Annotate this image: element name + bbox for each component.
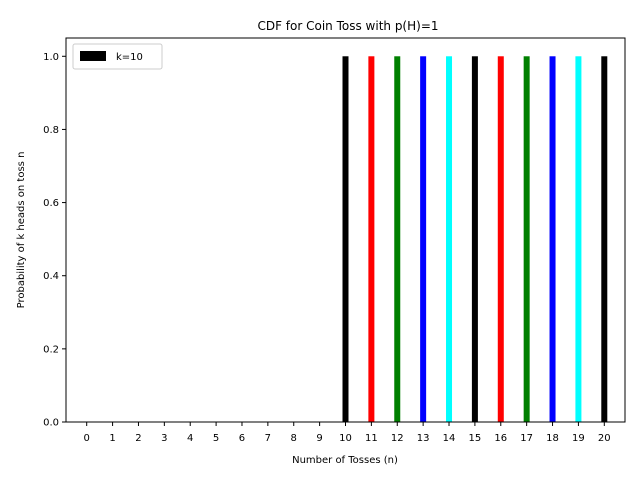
bar-15 — [471, 56, 478, 423]
bar-11 — [368, 56, 375, 423]
x-tick-label: 5 — [213, 433, 219, 444]
y-axis-label: Probability of k heads on toss n — [16, 152, 27, 309]
bar-12 — [394, 56, 401, 423]
x-tick-label: 3 — [161, 433, 167, 444]
bar-20 — [601, 56, 608, 423]
y-tick-label: 0.0 — [43, 418, 59, 429]
x-tick-label: 13 — [417, 433, 430, 444]
x-tick-label: 0 — [84, 433, 90, 444]
x-tick-label: 17 — [520, 433, 533, 444]
x-tick-label: 6 — [239, 433, 245, 444]
x-tick-label: 10 — [339, 433, 352, 444]
x-tick-label: 2 — [135, 433, 141, 444]
x-axis-label: Number of Tosses (n) — [292, 455, 398, 466]
x-tick-label: 4 — [187, 433, 193, 444]
legend-box — [72, 43, 163, 70]
x-tick-label: 16 — [494, 433, 507, 444]
bar-16 — [497, 56, 504, 423]
legend: k=10 — [72, 43, 163, 70]
bar-10 — [342, 56, 349, 423]
bar-14 — [446, 56, 453, 423]
x-tick-label: 19 — [572, 433, 585, 444]
y-tick-label: 0.4 — [43, 271, 59, 282]
x-tick-label: 11 — [365, 433, 378, 444]
x-tick-label: 18 — [546, 433, 559, 444]
x-axis-ticks: 0 1 2 3 4 5 6 7 8 9 10 11 12 13 14 15 16 17 18 19 20 — [84, 422, 611, 444]
y-axis-ticks: 0.0 0.2 0.4 0.6 0.8 1.0 — [43, 52, 66, 429]
y-tick-label: 0.8 — [43, 125, 59, 136]
bar-18 — [549, 56, 556, 423]
x-tick-label: 14 — [443, 433, 456, 444]
bar-17 — [523, 56, 530, 423]
x-tick-label: 8 — [291, 433, 297, 444]
legend-label: k=10 — [116, 52, 143, 63]
y-tick-label: 1.0 — [43, 52, 59, 63]
bar-13 — [420, 56, 427, 423]
y-tick-label: 0.6 — [43, 198, 59, 209]
legend-swatch — [80, 51, 106, 61]
x-tick-label: 15 — [469, 433, 482, 444]
chart-title: CDF for Coin Toss with p(H)=1 — [257, 19, 438, 33]
bars-group — [342, 56, 608, 423]
x-tick-label: 12 — [391, 433, 404, 444]
x-tick-label: 1 — [109, 433, 115, 444]
x-tick-label: 7 — [265, 433, 271, 444]
bar-19 — [575, 56, 582, 423]
x-tick-label: 9 — [316, 433, 322, 444]
y-tick-label: 0.2 — [43, 344, 59, 355]
x-tick-label: 20 — [598, 433, 611, 444]
